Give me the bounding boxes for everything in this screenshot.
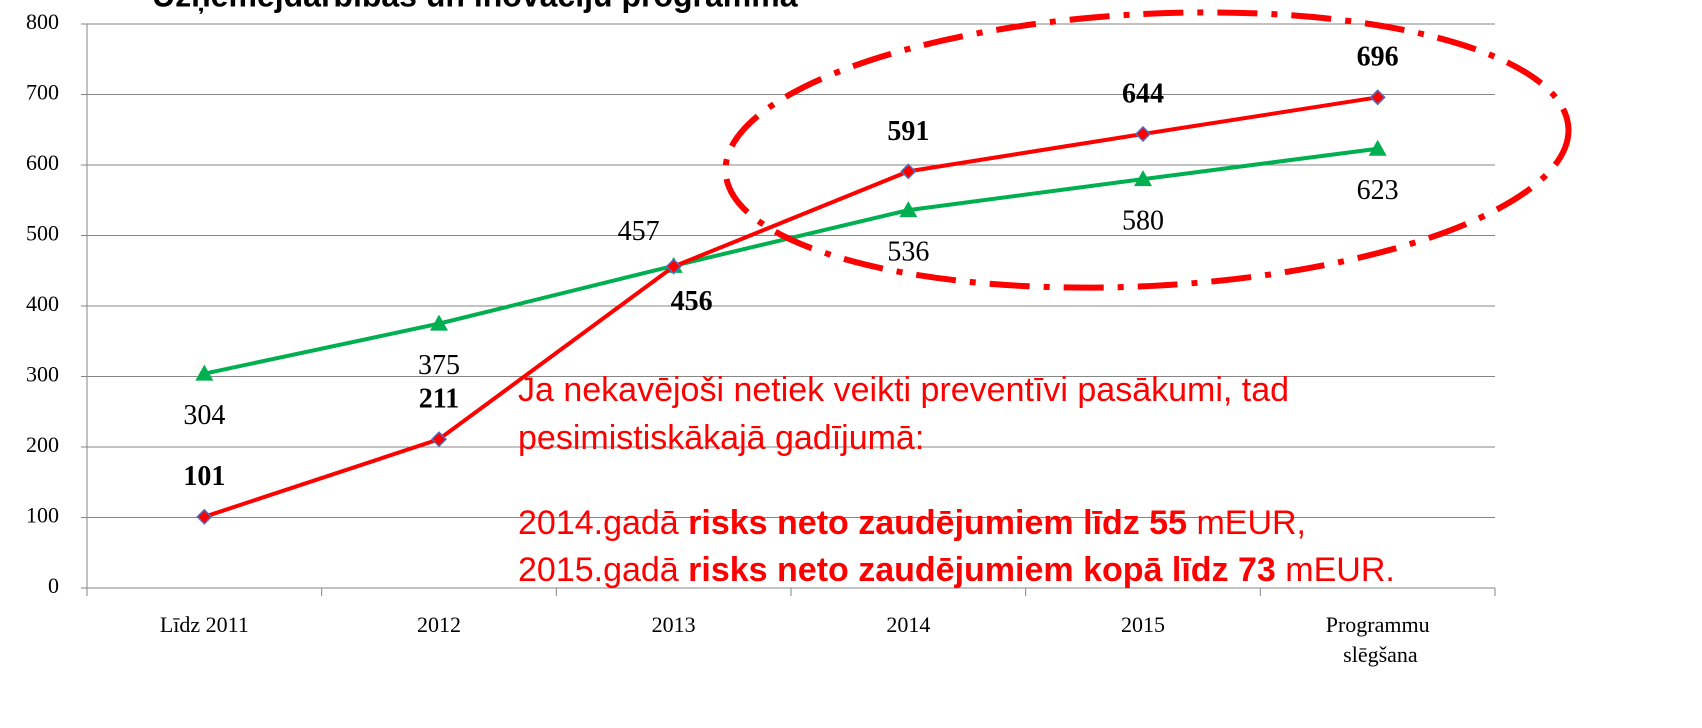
chart-title: Uzņēmējdarbības un inovāciju programma <box>152 0 798 13</box>
data-label: 304 <box>183 400 225 431</box>
annotation: 2014.gadā risks neto zaudējumiem līdz 55… <box>518 504 1306 542</box>
y-tick-label: 100 <box>26 503 59 528</box>
data-label: 644 <box>1122 78 1164 109</box>
highlight-ellipse <box>722 9 1572 291</box>
series-line <box>203 146 1378 376</box>
data-label: 623 <box>1357 175 1399 206</box>
marker <box>900 163 917 180</box>
marker <box>1368 139 1387 156</box>
annotation-segment: 2014.gadā <box>518 504 688 542</box>
y-tick-label: 0 <box>48 573 59 598</box>
series-line <box>203 95 1378 519</box>
data-label: 457 <box>618 216 660 247</box>
data-label: 536 <box>887 237 929 268</box>
y-tick-label: 800 <box>26 9 59 34</box>
y-tick-label: 500 <box>26 221 59 246</box>
annotation-segment: 2015.gadā <box>518 551 688 589</box>
marker <box>430 314 448 331</box>
y-tick-label: 300 <box>26 362 59 387</box>
annotation-segment: risks neto zaudējumiem līdz 55 <box>688 504 1187 542</box>
data-label: 211 <box>419 384 459 415</box>
data-label: 375 <box>418 350 460 381</box>
data-label: 101 <box>183 461 225 492</box>
x-tick-label: 2013 <box>652 612 696 637</box>
marker <box>430 431 448 448</box>
y-tick-label: 600 <box>26 150 59 175</box>
marker <box>196 508 213 525</box>
data-label: 591 <box>887 116 929 147</box>
marker <box>1134 170 1152 187</box>
data-label: 456 <box>671 286 713 317</box>
y-tick-label: 200 <box>26 432 59 457</box>
annotation: pesimistiskākajā gadījumā: <box>518 419 924 457</box>
data-label: 696 <box>1357 42 1399 73</box>
marker <box>1369 89 1386 106</box>
marker <box>665 258 682 275</box>
x-tick-label: 2014 <box>886 612 930 637</box>
annotation-segment: Ja nekavējoši netiek veikti preventīvi p… <box>518 371 1289 409</box>
data-label: 580 <box>1122 206 1164 237</box>
x-tick-label: Līdz 2011 <box>160 612 249 637</box>
x-tick-label: 2015 <box>1121 612 1165 637</box>
x-tick-label: 2012 <box>417 612 461 637</box>
x-tick-label: Programmu slēgšana <box>1326 612 1430 667</box>
marker <box>1134 125 1152 143</box>
annotation: Ja nekavējoši netiek veikti preventīvi p… <box>518 371 1289 409</box>
annotation-segment: pesimistiskākajā gadījumā: <box>518 419 924 457</box>
y-tick-label: 400 <box>26 291 59 316</box>
marker <box>195 364 214 381</box>
annotation-segment: risks neto zaudējumiem kopā līdz 73 <box>688 551 1276 589</box>
annotation-segment: mEUR, <box>1187 504 1306 542</box>
annotation: 2015.gadā risks neto zaudējumiem kopā lī… <box>518 551 1395 589</box>
marker <box>899 201 918 218</box>
annotation-segment: mEUR. <box>1276 551 1395 589</box>
y-tick-label: 700 <box>26 80 59 105</box>
